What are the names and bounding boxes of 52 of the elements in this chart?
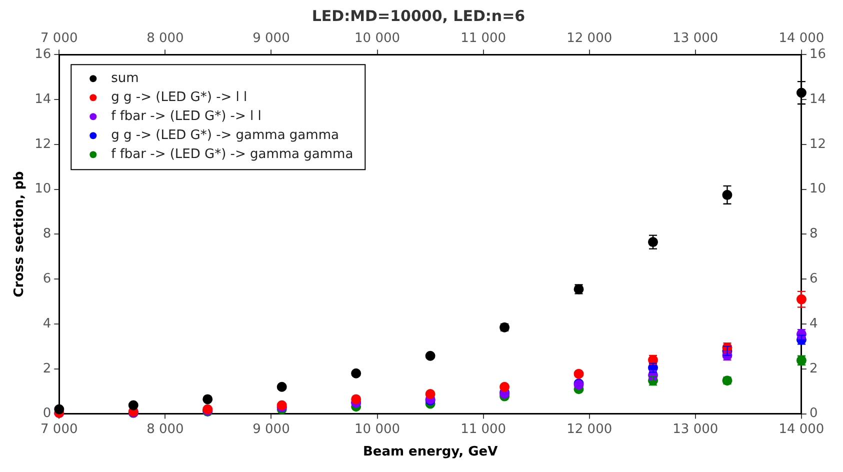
point xyxy=(202,394,213,404)
x2-tick-label: 9 000 xyxy=(252,31,290,46)
y-tick-label: 14 xyxy=(34,92,52,107)
y-tick-label: 2 xyxy=(42,361,52,376)
x-tick-label: 13 000 xyxy=(672,422,718,437)
y-tick-label: 0 xyxy=(42,406,52,422)
x2-tick-label: 12 000 xyxy=(566,31,612,46)
x2-tick-label: 11 000 xyxy=(460,31,506,46)
legend-label: f fbar -> (LED G*) -> l l xyxy=(111,108,262,124)
x2-tick-label: 8 000 xyxy=(146,31,184,46)
x2-tick-label: 10 000 xyxy=(354,31,400,46)
x-tick-label: 8 000 xyxy=(146,422,184,437)
y2-tick-label: 2 xyxy=(809,361,818,376)
y2-tick-label: 16 xyxy=(809,46,826,62)
point xyxy=(351,394,362,404)
point xyxy=(276,382,287,392)
point xyxy=(54,404,64,414)
x-tick-label: 14 000 xyxy=(778,422,824,437)
x-tick-label: 9 000 xyxy=(252,422,290,437)
x-tick-label: 11 000 xyxy=(460,422,506,437)
y2-tick-label: 6 xyxy=(809,271,818,286)
legend-label: sum xyxy=(111,70,139,86)
point xyxy=(500,382,510,392)
point xyxy=(425,350,436,361)
y-tick-label: 10 xyxy=(34,182,52,197)
x2-tick-label: 14 000 xyxy=(778,31,824,46)
legend-label: g g -> (LED G*) -> gamma gamma xyxy=(111,128,339,143)
y2-tick-label: 14 xyxy=(809,92,826,107)
y-tick-label: 8 xyxy=(42,226,52,242)
y-axis-title: Cross section, pb xyxy=(12,171,28,298)
point xyxy=(351,368,362,378)
y-tick-label: 4 xyxy=(42,316,52,332)
legend-label: g g -> (LED G*) -> l l xyxy=(111,90,248,105)
y-tick-label: 12 xyxy=(34,136,52,152)
y2-tick-label: 4 xyxy=(809,316,818,332)
point xyxy=(128,400,138,410)
y2-tick-label: 12 xyxy=(809,136,826,152)
point xyxy=(574,368,584,379)
point xyxy=(425,389,436,400)
x2-tick-label: 7 000 xyxy=(40,31,78,46)
x2-tick-label: 13 000 xyxy=(672,31,718,46)
y2-tick-label: 8 xyxy=(809,226,818,242)
x-tick-label: 12 000 xyxy=(566,422,612,437)
chart-title: LED:MD=10000, LED:n=6 xyxy=(312,6,526,25)
x-tick-label: 7 000 xyxy=(40,422,78,437)
y-tick-label: 16 xyxy=(34,46,52,62)
x-axis-title: Beam energy, GeV xyxy=(362,444,498,460)
y2-tick-label: 10 xyxy=(809,182,826,197)
y-tick-label: 6 xyxy=(42,271,52,286)
legend-label: f fbar -> (LED G*) -> gamma gamma xyxy=(111,146,354,162)
y2-tick-label: 0 xyxy=(809,406,818,422)
x-tick-label: 10 000 xyxy=(354,422,400,437)
